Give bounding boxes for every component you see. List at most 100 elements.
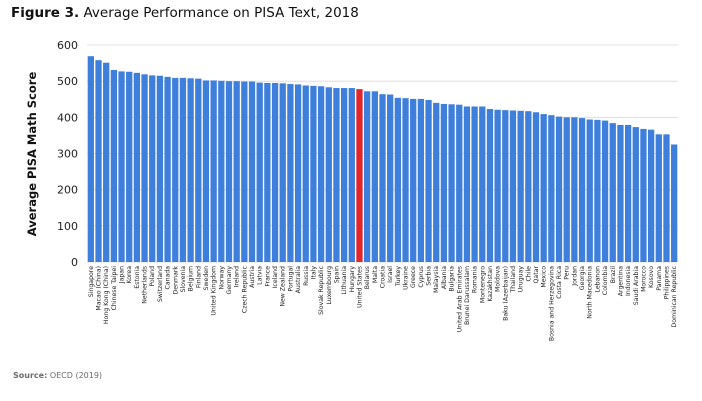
source-note: Source: OECD (2019) [13, 371, 102, 380]
bar [540, 114, 547, 262]
x-tick-label: Slovenia [180, 266, 187, 293]
bar [302, 85, 309, 262]
x-tick-label: Mexico [541, 266, 548, 288]
x-tick-label: Chile [525, 266, 532, 282]
x-tick-label: Serbia [426, 266, 433, 286]
x-tick-label: Greece [410, 266, 417, 288]
bar [172, 77, 179, 262]
bar [333, 88, 340, 262]
x-tick-label: Russia [303, 266, 310, 286]
x-tick-label: Slovak Republic [318, 265, 325, 314]
x-tick-label: Brunei Darussalam [464, 266, 471, 325]
y-axis-ticks: 0 100 200 300 400 500 600 [57, 39, 78, 269]
x-tick-label: Finland [195, 266, 202, 288]
x-tick-label: Spain [333, 266, 340, 283]
bar [502, 110, 509, 262]
x-tick-label: Portugal [287, 266, 294, 292]
x-tick-label: Czech Republic [241, 265, 248, 313]
bar [632, 127, 639, 262]
bar [271, 82, 279, 262]
bar [417, 98, 425, 262]
bar [340, 88, 348, 262]
x-tick-label: Colombia [602, 266, 609, 295]
bar [141, 74, 148, 262]
x-tick-label: Uruguay [518, 266, 525, 293]
bar [425, 99, 432, 262]
x-tick-label: Macao (China) [96, 266, 103, 311]
x-tick-label: Dominican Republic [671, 265, 678, 327]
bar [563, 117, 570, 262]
x-axis-labels: Singapore Macao (China) Hong Kong (China) C… [88, 265, 678, 341]
x-tick-label: Latvia [257, 266, 264, 285]
bar [118, 71, 125, 263]
x-tick-label: France [264, 266, 271, 287]
x-tick-label: Thailand [510, 266, 517, 294]
x-tick-label: Malaysia [433, 266, 440, 293]
x-tick-label: Philippines [663, 266, 670, 299]
x-tick-label: Switzerland [157, 266, 164, 302]
source-text: OECD (2019) [49, 371, 103, 380]
x-tick-label: Iceland [272, 266, 279, 288]
bar [287, 84, 294, 262]
x-tick-label: Kazakhstan [487, 266, 494, 302]
x-tick-label: Singapore [88, 266, 95, 297]
bar [310, 85, 317, 263]
x-tick-label: Moldova [495, 266, 502, 292]
bar [456, 104, 463, 263]
bar [149, 75, 156, 262]
x-tick-label: Romania [472, 266, 479, 293]
bar [617, 124, 624, 263]
x-tick-label: Hong Kong (China) [103, 266, 110, 324]
x-tick-label: Costa Rica [556, 266, 563, 299]
bar [126, 71, 133, 262]
y-tick-label: 300 [57, 148, 78, 161]
figure-title-text: Average Performance on PISA Text, 2018 [83, 5, 359, 21]
x-tick-label: New Zealand [280, 266, 287, 307]
bar [364, 91, 371, 262]
x-tick-label: Korea [126, 266, 133, 284]
bar [532, 112, 540, 263]
bar [371, 91, 378, 262]
bar [555, 116, 563, 262]
bar [248, 81, 256, 262]
x-tick-label: Baku (Azerbaijan) [502, 266, 509, 321]
bar [202, 80, 210, 262]
bar [548, 115, 555, 262]
bar [110, 69, 118, 262]
x-tick-label: Turkey [395, 266, 402, 287]
bar [233, 81, 240, 262]
bar [494, 109, 501, 263]
y-tick-label: 600 [57, 39, 78, 52]
bar [571, 117, 578, 262]
bar [294, 84, 302, 262]
x-tick-label: Cyprus [418, 266, 425, 288]
x-tick-label: Chinese Taipei [111, 266, 118, 311]
bar [663, 134, 670, 262]
x-tick-label: United Arab Emirates [456, 266, 463, 332]
bar [517, 110, 524, 262]
bar [624, 124, 632, 263]
x-tick-label: Estonia [134, 266, 141, 289]
x-tick-label: Poland [149, 266, 156, 287]
bar [210, 80, 217, 262]
bar [179, 77, 187, 262]
bar [471, 106, 478, 262]
figure-label: Figure 3. [11, 5, 80, 21]
x-tick-label: Kosovo [648, 266, 655, 288]
y-tick-label: 400 [57, 111, 78, 124]
x-tick-label: Indonesia [625, 266, 632, 296]
x-tick-label: Hungary [349, 266, 356, 293]
x-tick-label: Saudi Arabia [633, 266, 640, 305]
bar [410, 98, 417, 262]
bar [578, 118, 586, 262]
x-tick-label: Argentina [617, 266, 624, 296]
bar [103, 62, 110, 262]
bar [387, 94, 394, 262]
x-tick-label: Japan [119, 266, 126, 284]
bar [325, 87, 332, 262]
x-tick-label: Albania [441, 266, 448, 289]
bar [525, 111, 532, 262]
x-tick-label: Brazil [610, 266, 617, 284]
x-tick-label: Lebanon [594, 266, 601, 293]
